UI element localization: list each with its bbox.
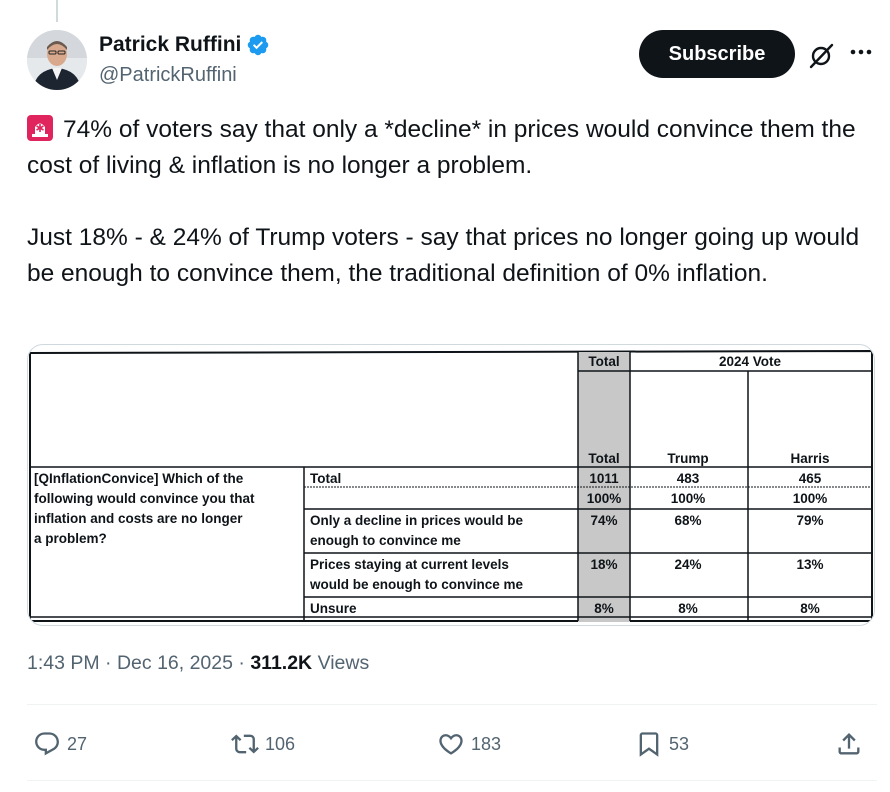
bookmark-count: 53 (669, 733, 690, 754)
verified-badge-icon[interactable] (246, 33, 270, 57)
tweet-timestamp: 1:43 PM · Dec 16, 2025 · 311.2K Views (27, 652, 369, 675)
reply-count: 27 (67, 733, 88, 754)
row-label: Prices staying at current levels (310, 557, 509, 572)
tweet-paragraph-1: 74% of voters say that only a *decline* … (27, 112, 877, 183)
repost-icon (231, 734, 259, 754)
author-name-row: Patrick Ruffini (99, 33, 270, 57)
column-harris: Harris (790, 451, 829, 466)
share-icon (838, 733, 860, 755)
question-line: following would convince you that (34, 491, 255, 506)
table-grid-lines (30, 352, 872, 621)
question-line: a problem? (34, 531, 107, 546)
more-icon[interactable] (847, 38, 875, 66)
views-count: 311.2K (250, 652, 313, 674)
question-text: [QInflationConvice] Which of the followin… (34, 471, 255, 546)
divider-top (27, 704, 877, 705)
cell-trump: 68% (674, 513, 701, 528)
like-button[interactable]: 183 (437, 720, 501, 768)
thread-connector-line (56, 0, 58, 22)
subscribe-button[interactable]: Subscribe (639, 30, 795, 78)
tweet-date[interactable]: Dec 16, 2025 (116, 652, 233, 674)
like-count: 183 (471, 733, 502, 754)
divider-bottom (27, 780, 877, 781)
cell-harris: 465 (799, 471, 822, 486)
table-rows: Total 1011 483 465 100% 100% 100% Only a declin… (309, 471, 827, 616)
row-label: Only a decline in prices would be (310, 513, 524, 528)
cell-total: 100% (587, 491, 622, 506)
reply-button[interactable]: 27 (33, 720, 87, 768)
repost-button[interactable]: 106 (231, 720, 295, 768)
header-total: Total (588, 354, 619, 369)
cell-harris: 79% (796, 513, 823, 528)
avatar[interactable] (27, 30, 87, 90)
table-row: Unsure 8% 8% 8% (310, 601, 820, 616)
tweet-header: Patrick Ruffini @PatrickRuffini Subscrib… (27, 30, 877, 94)
meta-separator: · (105, 652, 112, 674)
cell-trump: 8% (678, 601, 698, 616)
author-name[interactable]: Patrick Ruffini (99, 33, 242, 56)
cell-trump: 24% (674, 557, 701, 572)
row-label: would be enough to convince me (309, 577, 524, 592)
row-label: Total (310, 471, 341, 486)
repost-count: 106 (265, 733, 296, 754)
tweet-paragraph-2: Just 18% - & 24% of Trump voters - say t… (27, 224, 860, 287)
cell-trump: 483 (677, 471, 700, 486)
tweet-paragraph-1-text: 74% of voters say that only a *decline* … (27, 116, 856, 179)
share-button[interactable] (835, 720, 863, 768)
tweet-media-image[interactable]: Total 2024 Vote Total Trump Harris [QInf… (27, 344, 875, 626)
header-2024-vote: 2024 Vote (719, 354, 782, 369)
tweet-time[interactable]: 1:43 PM (27, 652, 100, 674)
cell-total: 8% (594, 601, 614, 616)
views-label: Views (317, 652, 370, 674)
cell-trump: 100% (671, 491, 706, 506)
meta-separator: · (238, 652, 245, 674)
cell-harris: 8% (800, 601, 820, 616)
tweet-text: 74% of voters say that only a *decline* … (27, 112, 877, 291)
row-label: Unsure (310, 601, 357, 616)
cell-harris: 100% (793, 491, 828, 506)
column-total: Total (588, 451, 619, 466)
like-icon (439, 734, 463, 755)
cell-total: 1011 (589, 471, 619, 486)
grok-icon[interactable] (807, 42, 835, 70)
bookmark-button[interactable]: 53 (635, 720, 689, 768)
cell-total: 74% (590, 513, 617, 528)
paragraph-gap (27, 183, 877, 220)
bookmark-icon (639, 732, 659, 757)
table-row: 100% 100% 100% (587, 491, 828, 506)
action-bar: 27 106 183 53 (27, 720, 877, 768)
crosstab-table: Total 2024 Vote Total Trump Harris [QInf… (29, 349, 873, 622)
avatar-image (27, 30, 87, 90)
table-row: Only a decline in prices would be enough … (310, 513, 824, 548)
question-line: inflation and costs are no longer (34, 511, 243, 526)
reply-icon (35, 732, 59, 756)
table-row: Total 1011 483 465 (310, 471, 822, 486)
cell-total: 18% (590, 557, 617, 572)
siren-icon (27, 115, 53, 141)
column-trump: Trump (667, 451, 708, 466)
row-label: enough to convince me (310, 533, 461, 548)
cell-harris: 13% (796, 557, 823, 572)
table-row: Prices staying at current levels would be… (309, 557, 824, 592)
question-line: [QInflationConvice] Which of the (34, 471, 244, 486)
author-handle[interactable]: @PatrickRuffini (99, 64, 237, 86)
